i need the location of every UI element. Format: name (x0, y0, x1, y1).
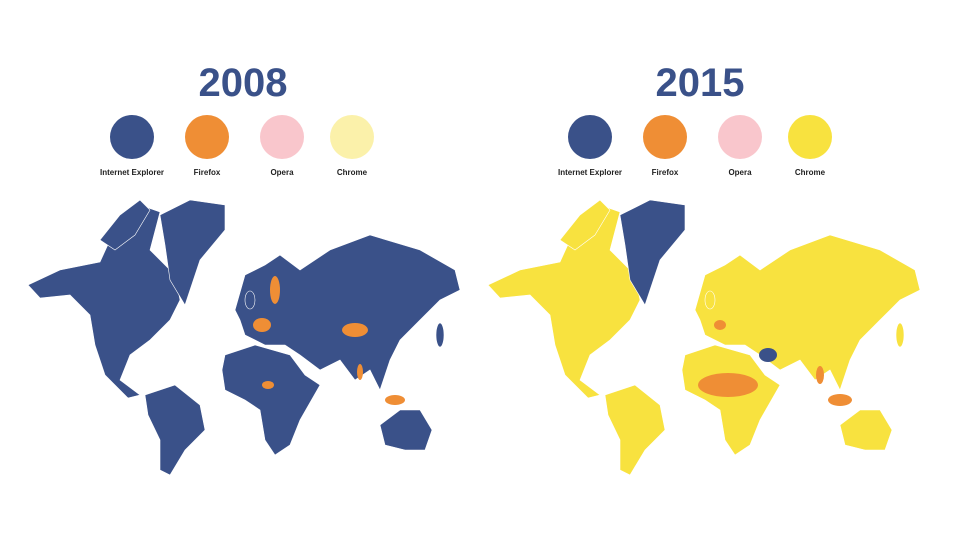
region (828, 394, 852, 406)
legend-label: Internet Explorer (558, 168, 622, 177)
legend-label: Opera (270, 168, 294, 177)
legend-swatch (330, 115, 374, 159)
region (342, 323, 368, 337)
region (262, 381, 274, 389)
region (385, 395, 405, 405)
legend-label: Firefox (652, 168, 679, 177)
region (357, 364, 363, 380)
year-title: 2015 (656, 61, 745, 105)
legend-label: Opera (728, 168, 752, 177)
legend-swatch (643, 115, 687, 159)
legend-swatch (568, 115, 612, 159)
map-2015 (487, 199, 921, 476)
legend-label: Chrome (795, 168, 826, 177)
legend-label: Chrome (337, 168, 368, 177)
legend-swatch (185, 115, 229, 159)
firefox-regions (698, 320, 852, 406)
region (816, 366, 824, 384)
year-title: 2008 (199, 61, 288, 105)
region (270, 276, 280, 304)
legend-label: Firefox (194, 168, 221, 177)
map-2008 (27, 199, 461, 476)
legend-label: Internet Explorer (100, 168, 164, 177)
legend-swatch (260, 115, 304, 159)
region (253, 318, 271, 332)
legend-swatch (110, 115, 154, 159)
firefox-regions (253, 276, 405, 405)
region (698, 373, 758, 397)
region (714, 320, 726, 330)
legend-swatch (718, 115, 762, 159)
iran-region (759, 348, 777, 362)
legend-swatch (788, 115, 832, 159)
panel-2008: 2008 (27, 61, 461, 476)
panel-2015: 2015 (487, 61, 921, 476)
